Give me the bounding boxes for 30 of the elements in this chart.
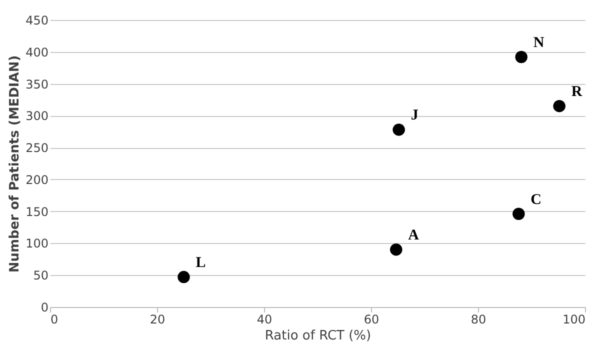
x-tick-label: 100 [562, 312, 586, 326]
annotation: J [410, 108, 419, 124]
point [515, 50, 528, 64]
y-tick-label: 0 [40, 300, 48, 314]
annotation: A [408, 228, 420, 244]
annotation: R [571, 84, 582, 100]
y-tick-label: 450 [26, 14, 48, 28]
y-tick-label: 100 [26, 236, 48, 251]
point [178, 270, 190, 284]
y-tick-label: 50 [33, 268, 48, 283]
point [553, 100, 566, 112]
x-tick-label: 40 [256, 312, 272, 326]
y-tick-label: 350 [26, 77, 48, 92]
y-tick-label: 300 [26, 109, 48, 124]
y-tick-label: 200 [26, 172, 48, 187]
x-tick-label: 80 [470, 312, 486, 326]
point [390, 243, 402, 256]
y-tick-label: 400 [26, 45, 48, 60]
annotation: C [530, 192, 542, 208]
annotation: N [533, 34, 544, 51]
y-axis-title: Number of Patients (MEDIAN) [8, 55, 23, 273]
x-tick-label: 0 [50, 312, 58, 326]
annotation: L [196, 255, 206, 272]
y-tick-label: 150 [26, 204, 48, 219]
point [392, 124, 405, 136]
x-axis-title: Ratio of RCT (%) [264, 328, 372, 344]
y-tick-label: 250 [26, 141, 48, 156]
x-tick-label: 60 [364, 312, 380, 326]
x-tick-label: 20 [150, 312, 166, 326]
point [512, 208, 525, 220]
